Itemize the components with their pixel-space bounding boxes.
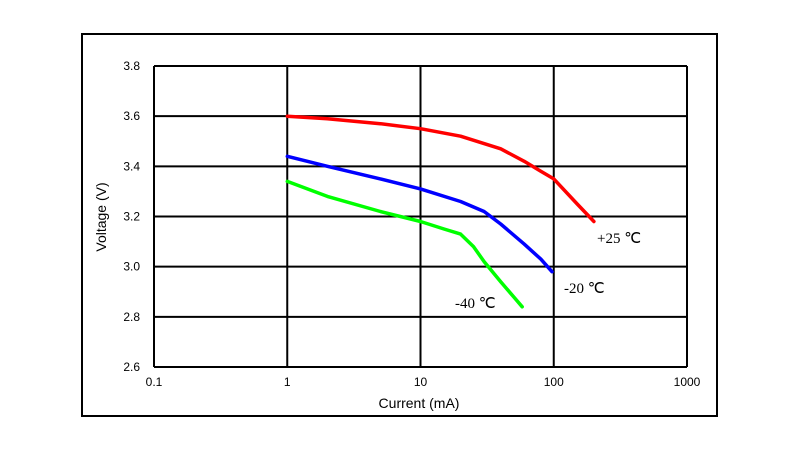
chart-ticks: 0.1 1 10 100 1000 2.6 2.8 3.0 3.2 3.4 3.6 3.8	[123, 59, 700, 389]
chart-frame	[81, 33, 718, 417]
x-tick-label: 1000	[674, 375, 701, 389]
y-tick-label: 2.8	[123, 310, 140, 324]
chart-grid	[153, 65, 688, 368]
y-tick-label: 3.4	[123, 159, 140, 173]
series-line-0	[285, 114, 596, 224]
y-tick-label: 3.8	[123, 59, 140, 73]
y-tick-label: 3.0	[123, 260, 140, 274]
x-axis-label: Current (mA)	[379, 395, 460, 411]
y-tick-label: 3.2	[123, 210, 140, 224]
chart-series	[285, 114, 596, 309]
x-tick-label: 100	[544, 375, 564, 389]
series-line-2	[285, 179, 524, 309]
series-line-1	[285, 154, 554, 274]
series-label-plus25: +25 ℃	[597, 231, 641, 247]
y-axis-label: Voltage (V)	[93, 182, 109, 251]
y-tick-label: 2.6	[123, 360, 140, 374]
series-label-minus20: -20 ℃	[564, 281, 605, 297]
series-label-minus40: -40 ℃	[455, 296, 496, 312]
x-tick-label: 1	[284, 375, 291, 389]
x-tick-label: 0.1	[146, 375, 163, 389]
x-tick-label: 10	[414, 375, 428, 389]
y-tick-label: 3.6	[123, 109, 140, 123]
